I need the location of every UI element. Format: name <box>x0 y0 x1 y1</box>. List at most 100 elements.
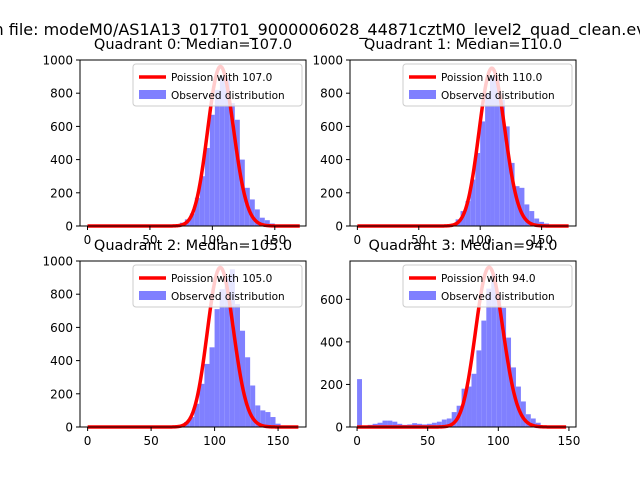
legend-label-poisson: Poission with 105.0 <box>171 273 272 285</box>
y-tick-label: 0 <box>335 421 343 435</box>
x-tick-label: 150 <box>557 434 580 448</box>
x-tick-label: 150 <box>267 434 290 448</box>
legend-bar-swatch <box>139 90 166 99</box>
axes-frame <box>79 260 307 428</box>
y-tick-label: 0 <box>65 220 73 234</box>
legend-label-observed: Observed distribution <box>441 90 555 102</box>
x-tick-label: 0 <box>354 233 362 247</box>
x-tick-label: 50 <box>142 233 157 247</box>
y-tick-label: 800 <box>320 87 343 101</box>
y-tick-label: 600 <box>320 293 343 307</box>
legend-box <box>402 264 573 308</box>
legend-label-poisson: Poission with 94.0 <box>441 273 536 285</box>
y-tick-label: 800 <box>50 87 73 101</box>
histogram-bar <box>189 213 195 226</box>
histogram-bar <box>501 307 507 427</box>
histogram-bar <box>265 412 271 427</box>
legend-box <box>132 63 303 107</box>
histogram-bar <box>387 420 393 427</box>
histogram-bar <box>204 363 210 427</box>
chart-panel: 0 50 100 150 0 200 400 600 Poission with 94.0 Obs… <box>320 238 580 448</box>
histogram-bar <box>490 76 495 226</box>
y-tick-label: 200 <box>320 186 343 200</box>
y-tick-label: 1000 <box>42 54 73 68</box>
histogram-bar <box>431 422 437 427</box>
histogram-bar <box>229 103 235 226</box>
x-tick-label: 50 <box>143 434 158 448</box>
legend-label-observed: Observed distribution <box>171 90 285 102</box>
histogram-bar <box>509 162 515 226</box>
histogram-bar <box>496 295 502 427</box>
histogram-bar <box>250 385 256 427</box>
x-tick-label: 100 <box>201 233 224 247</box>
histogram-bar <box>229 269 235 427</box>
histogram-bar <box>534 218 540 226</box>
histogram-bar <box>476 350 482 427</box>
y-tick-label: 200 <box>50 387 73 401</box>
histogram-bar <box>412 423 418 427</box>
histogram-bar <box>214 89 220 226</box>
histogram-bar <box>189 417 195 427</box>
y-tick-label: 200 <box>50 186 73 200</box>
y-tick-label: 1000 <box>312 54 343 68</box>
chart-panel: 0 50 100 150 0 200 400 600 800 1000 Poission with … <box>42 238 307 448</box>
panel-title: Quadrant 2: Median=105.0 <box>94 238 292 254</box>
histogram-bar <box>486 288 492 427</box>
histogram-bar <box>471 373 477 427</box>
x-tick-label: 0 <box>353 434 361 448</box>
histogram-bar <box>485 93 491 226</box>
legend-label-observed: Observed distribution <box>171 291 285 303</box>
histogram-bar <box>214 309 220 427</box>
y-tick-label: 400 <box>50 153 73 167</box>
histogram-bar <box>270 417 276 427</box>
histogram-bar <box>377 422 383 427</box>
histogram-bar <box>254 209 260 226</box>
histogram-bar <box>219 289 225 427</box>
panel-title: Quadrant 0: Median=107.0 <box>94 37 292 53</box>
histogram-bars <box>445 76 559 226</box>
histogram-bar <box>499 99 505 226</box>
histogram-bar <box>520 401 526 427</box>
histogram-bar <box>480 121 486 226</box>
y-tick-label: 400 <box>50 354 73 368</box>
histogram-bar <box>466 386 472 427</box>
legend-label-poisson: Poission with 107.0 <box>171 72 272 84</box>
histogram-bar <box>194 403 200 427</box>
legend-label-observed: Observed distribution <box>441 291 555 303</box>
legend-bar-swatch <box>409 90 436 99</box>
x-tick-label: 100 <box>487 434 510 448</box>
histogram-bar <box>491 273 497 427</box>
histogram-bar <box>529 211 535 226</box>
legend-bar-swatch <box>139 291 166 300</box>
legend: Poission with 110.0 Observed distribution <box>402 63 573 107</box>
histogram-bar <box>524 204 530 226</box>
panel-title: Quadrant 3: Median=94.0 <box>369 238 558 254</box>
panel-title: Quadrant 1: Median=110.0 <box>364 37 562 53</box>
histogram-bars <box>357 273 546 427</box>
x-tick-label: 50 <box>420 434 435 448</box>
x-tick-label: 100 <box>469 233 492 247</box>
legend-bar-swatch <box>409 291 436 300</box>
y-tick-label: 400 <box>320 335 343 349</box>
y-tick-label: 800 <box>50 288 73 302</box>
y-tick-label: 0 <box>335 220 343 234</box>
histogram-bar <box>249 199 255 226</box>
histogram-bar <box>392 421 398 427</box>
y-tick-label: 600 <box>320 120 343 134</box>
histogram-bar <box>382 420 388 427</box>
histogram-bar <box>209 347 215 427</box>
histogram-bar <box>259 217 265 226</box>
legend-label-poisson: Poission with 110.0 <box>441 72 542 84</box>
histogram-bar <box>504 126 510 226</box>
histogram-bar <box>199 176 205 226</box>
histogram-bar <box>494 79 500 226</box>
legend-box <box>132 264 303 308</box>
legend: Poission with 94.0 Observed distribution <box>402 264 573 308</box>
x-tick-label: 0 <box>84 233 92 247</box>
histogram-bar <box>204 147 210 226</box>
histogram-bar <box>234 119 240 226</box>
y-tick-label: 400 <box>320 153 343 167</box>
chart-panel: 0 50 100 150 0 200 400 600 800 1000 Poission with … <box>312 37 577 247</box>
